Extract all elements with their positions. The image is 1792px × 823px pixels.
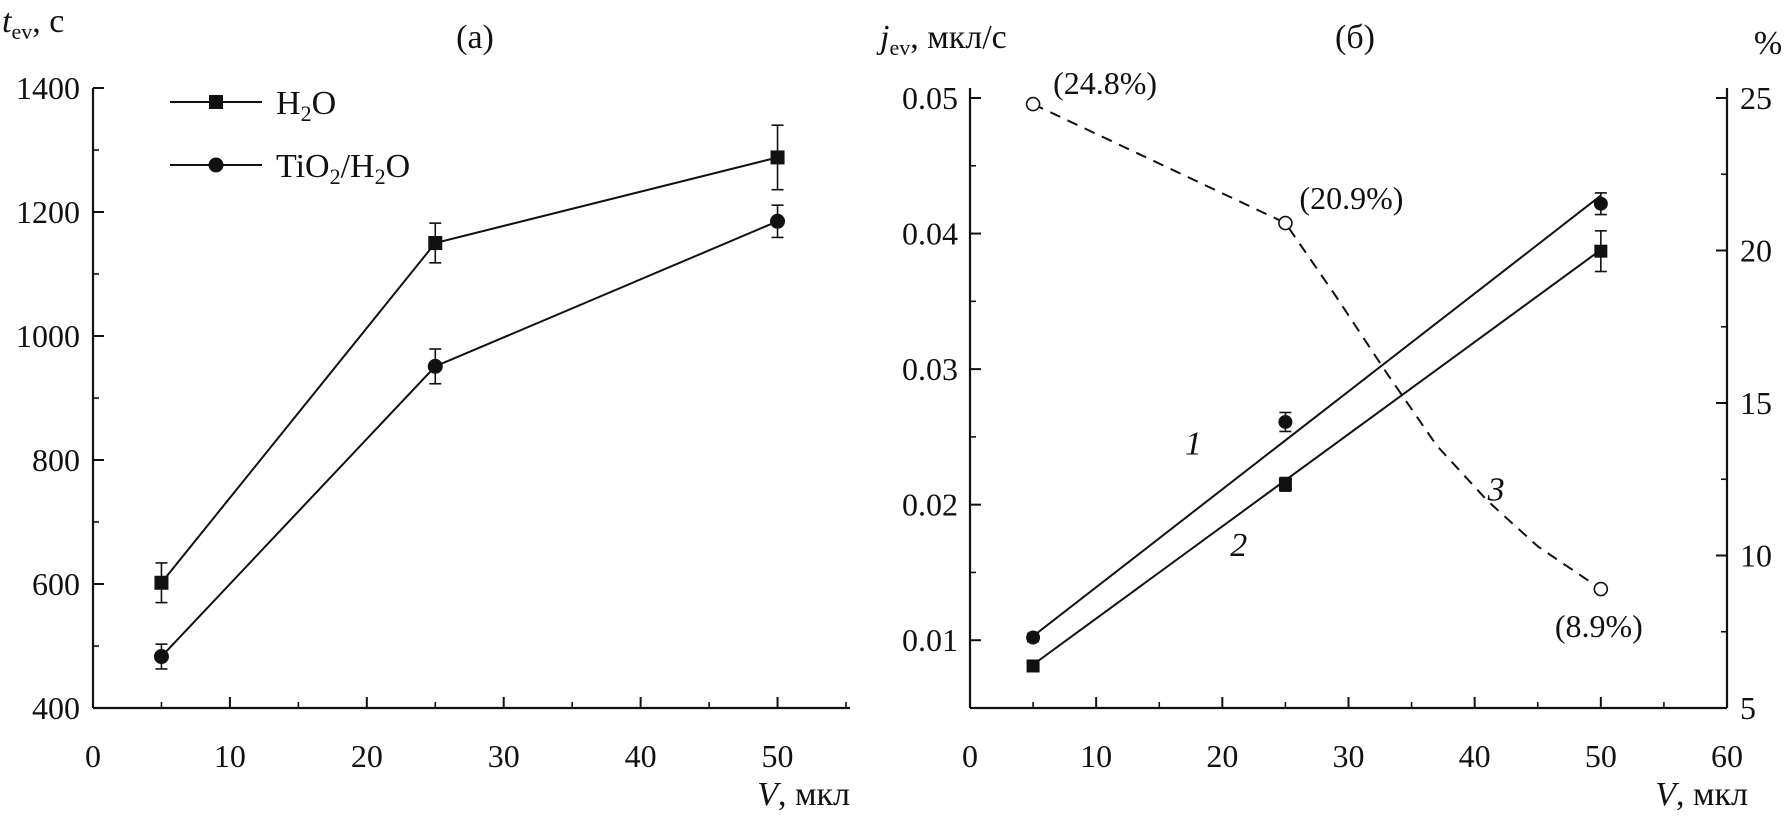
y-tick-label: 0.02 (902, 487, 958, 523)
panel-b-y-label-symbol: j (876, 19, 889, 56)
curve-label-2: 2 (1230, 527, 1247, 564)
panel-a-x-label: V, мкл (757, 776, 850, 813)
y-tick-label: 0.05 (902, 80, 958, 116)
panel-b-y-label-unit: , мкл/с (910, 19, 1007, 56)
panel-b-x-ticks: 0 10 20 30 40 50 60 (962, 697, 1743, 774)
panel-b-y-label: jev, мкл/с (876, 19, 1007, 60)
panel-a-plot-area (153, 124, 786, 670)
panel-a-title: (a) (456, 19, 494, 56)
x-tick-label: 30 (1333, 738, 1365, 774)
data-point-open-circle (1278, 215, 1293, 231)
series-line-tio2 (160, 220, 778, 658)
x-tick-label: 60 (1711, 738, 1743, 774)
panel-a-y-label-unit: , с (32, 3, 64, 40)
panel-b-chart: 0 10 20 30 40 50 60 0.010.020.030.040.05 51015… (876, 19, 1782, 813)
data-point-square (428, 236, 443, 250)
x-tick-label: 30 (488, 738, 520, 774)
y-tick-label: 800 (32, 442, 80, 478)
y-tick-label: 1000 (16, 318, 80, 354)
data-point-circle (1278, 414, 1293, 429)
y-tick-label: 0.03 (902, 351, 958, 387)
y-tick-label: 1200 (16, 194, 80, 230)
panel-b-y2-ticks: 5 10 15 20 25 (1716, 80, 1772, 726)
fit-line-1 (1032, 194, 1602, 637)
legend-h2o-part-b: O (312, 85, 337, 122)
panel-a-y-label: tev, с (2, 3, 64, 44)
x-tick-label: 40 (625, 738, 657, 774)
panel-a-frame (91, 88, 850, 710)
x-tick-label: 20 (1206, 738, 1238, 774)
panel-a-x-label-unit: , мкл (778, 776, 850, 813)
panel-b-title: (б) (1335, 19, 1375, 56)
data-point-circle (427, 358, 443, 374)
legend-tio2-sub: 2 (330, 164, 341, 189)
x-tick-label: 50 (1585, 738, 1617, 774)
data-point-square (770, 150, 785, 165)
curve-label-3: 3 (1487, 472, 1505, 509)
legend-tio2-part-c: O (386, 148, 411, 185)
x-tick-label: 50 (762, 738, 794, 774)
data-point-circle (1593, 196, 1608, 211)
y-tick-label: 400 (32, 690, 80, 726)
legend-marker-square (209, 95, 223, 109)
x-tick-label: 0 (85, 738, 101, 774)
legend-tio2-part-a: TiO (276, 148, 330, 185)
data-point-square (1026, 659, 1040, 673)
y2-tick-label: 15 (1740, 385, 1772, 421)
curve-label-1: 1 (1185, 426, 1202, 463)
data-point-square (1278, 477, 1292, 491)
y-tick-label: 1400 (16, 70, 80, 106)
data-point-square (1594, 244, 1608, 258)
x-tick-label: 10 (1080, 738, 1112, 774)
panel-b-y-ticks: 0.01 0.02 0.03 0.04 0.05 (902, 80, 981, 658)
percent-annotation: (24.8%) (1053, 65, 1157, 101)
data-point-open-circle (1593, 581, 1609, 597)
y-tick-label: 0.04 (902, 216, 958, 252)
legend-label-h2o: H2O (276, 85, 336, 126)
data-point-open-circle (1025, 96, 1041, 112)
y2-tick-label: 20 (1740, 233, 1772, 269)
panel-b-x-label: V, мкл (1655, 776, 1748, 813)
data-point-square (154, 575, 169, 590)
panel-b-y2-label: % (1754, 25, 1782, 62)
data-point-circle (1026, 630, 1041, 645)
y-tick-label: 600 (32, 566, 80, 602)
panel-b-plot-area: 1 2 (24.8%) (20.9%) (8.9%) 3 (1025, 65, 1643, 673)
y2-tick-label: 25 (1740, 80, 1772, 116)
legend-marker-circle (208, 157, 224, 173)
x-tick-label: 40 (1459, 738, 1491, 774)
series-3-dashed-line (1032, 103, 1602, 590)
data-point-circle (770, 213, 786, 229)
legend-entry-tio2: TiO2/H2O (170, 148, 410, 189)
panel-a-y-ticks: 400 600 800 1000 1200 1400 (16, 70, 104, 726)
y2-tick-label: 5 (1740, 690, 1756, 726)
panel-a-legend: H2O TiO2/H2O (170, 85, 410, 189)
legend-h2o-part-a: H (276, 85, 301, 122)
panel-a-x-ticks: 0 10 20 30 40 50 (85, 697, 847, 774)
panel-a-chart: 0 10 20 30 40 50 400 600 800 1000 1200 1400 tev, с… (2, 3, 850, 813)
panel-b-x-label-unit: , мкл (1676, 776, 1748, 813)
panel-a-y-label-sub: ev (11, 19, 32, 44)
y-tick-label: 0.01 (902, 622, 958, 658)
percent-annotation: (20.9%) (1299, 180, 1403, 216)
series-line-h2o (160, 156, 778, 584)
fit-line-2 (1032, 249, 1602, 666)
x-tick-label: 0 (962, 738, 978, 774)
data-point-circle (153, 649, 169, 665)
legend-tio2-part-b: /H (341, 148, 375, 185)
legend-entry-h2o: H2O (170, 85, 336, 126)
panel-b-y-label-sub: ev (889, 35, 910, 60)
legend-h2o-sub: 2 (301, 101, 312, 126)
percent-annotation: (8.9%) (1555, 608, 1643, 644)
x-tick-label: 10 (214, 738, 246, 774)
x-tick-label: 20 (351, 738, 383, 774)
legend-label-tio2: TiO2/H2O (276, 148, 410, 189)
legend-tio2-sub2: 2 (375, 164, 386, 189)
y2-tick-label: 10 (1740, 538, 1772, 574)
panel-a-y-label-symbol: t (2, 3, 13, 40)
